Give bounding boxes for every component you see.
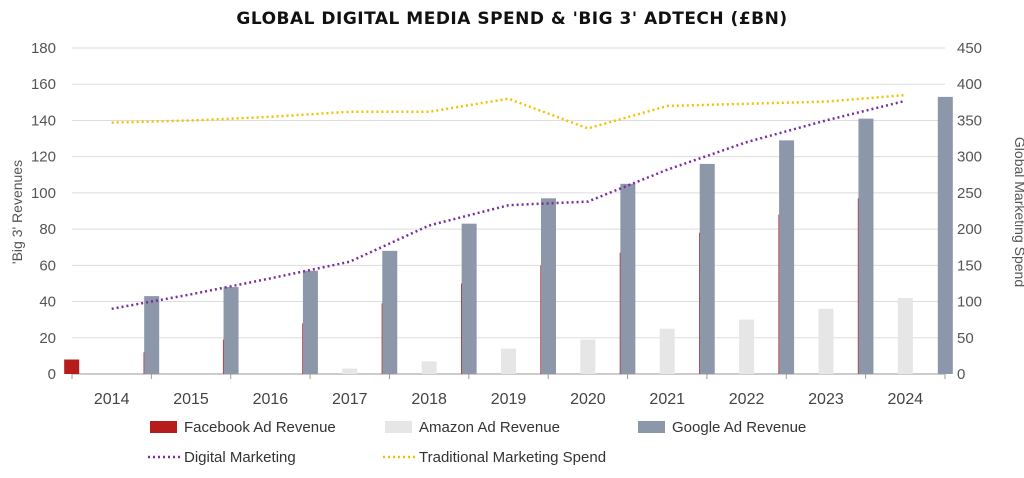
bar	[501, 348, 516, 374]
bar	[659, 328, 675, 374]
y-tick-label: 60	[39, 257, 56, 274]
bar	[699, 163, 715, 374]
x-tick-label: 2018	[411, 391, 447, 408]
x-tick-label: 2015	[173, 391, 209, 408]
x-tick-label: 2014	[94, 391, 130, 408]
bar	[64, 359, 80, 374]
x-tick-label: 2022	[729, 391, 765, 408]
grid-lines	[72, 47, 945, 375]
bar	[541, 198, 556, 374]
legend-label: Amazon Ad Revenue	[419, 419, 560, 436]
axes: 0 20 40 60 80 100 120 140 160 180 0 50 100 150 200 250 3…	[31, 40, 982, 408]
bar	[858, 118, 874, 374]
y-tick-label: 140	[31, 112, 56, 129]
bar	[897, 297, 913, 374]
y2-tick-label: 0	[957, 366, 965, 383]
bar	[580, 339, 596, 374]
legend-label: Traditional Marketing Spend	[419, 449, 606, 466]
bar	[144, 296, 160, 374]
legend-label: Digital Marketing	[184, 449, 296, 466]
bar	[739, 319, 755, 374]
x-tick-label: 2020	[570, 391, 606, 408]
bar	[421, 361, 437, 374]
x-tick-label: 2019	[491, 391, 527, 408]
bar	[382, 250, 398, 374]
y2-tick-label: 300	[957, 149, 982, 166]
bar	[302, 270, 318, 374]
x-tick-label: 2017	[332, 391, 368, 408]
y-axis-label: 'Big 3' Revenues	[9, 160, 25, 264]
y2-tick-label: 250	[957, 185, 982, 202]
bar	[818, 308, 834, 374]
bar	[342, 368, 358, 374]
legend-label: Google Ad Revenue	[672, 419, 806, 436]
lines	[111, 93, 906, 311]
y-tick-label: 80	[39, 221, 56, 238]
bar	[620, 183, 636, 374]
bars	[64, 96, 953, 375]
y-tick-label: 120	[31, 149, 56, 166]
y-tick-label: 0	[48, 366, 56, 383]
y2-axis-label: Global Marketing Spend	[1012, 137, 1024, 287]
legend-swatch	[150, 421, 177, 433]
legend-label: Facebook Ad Revenue	[184, 419, 336, 436]
x-tick-label: 2021	[649, 391, 685, 408]
y-tick-label: 160	[31, 76, 56, 93]
chart-title: GLOBAL DIGITAL MEDIA SPEND & 'BIG 3' ADT…	[236, 9, 787, 29]
legend-swatch	[385, 421, 412, 433]
y2-tick-label: 50	[957, 330, 974, 347]
y2-tick-label: 100	[957, 294, 982, 311]
y2-tick-label: 450	[957, 40, 982, 57]
x-tick-label: 2023	[808, 391, 844, 408]
x-tick-label: 2024	[888, 391, 924, 408]
y2-tick-label: 200	[957, 221, 982, 238]
bar	[779, 140, 795, 374]
x-tick-label: 2016	[253, 391, 289, 408]
series-line	[111, 93, 906, 130]
legend-swatch	[638, 421, 665, 433]
y-tick-label: 100	[31, 185, 56, 202]
y-tick-label: 180	[31, 40, 56, 57]
y2-tick-label: 400	[957, 76, 982, 93]
y-tick-label: 20	[39, 330, 56, 347]
bar	[461, 223, 477, 374]
y2-tick-label: 150	[957, 257, 982, 274]
bar	[937, 96, 953, 375]
legend: Facebook Ad Revenue Amazon Ad Revenue Goog…	[148, 419, 806, 466]
y-tick-label: 40	[39, 294, 56, 311]
bar	[223, 287, 239, 374]
y2-tick-label: 350	[957, 112, 982, 129]
series-line	[111, 99, 906, 311]
